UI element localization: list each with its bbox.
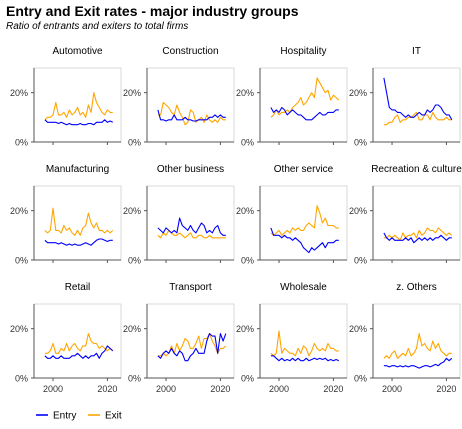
y-tick-label: 0% [15,138,28,148]
exit-line [383,333,452,359]
y-tick-label: 20% [236,324,254,334]
y-tick-label: 0% [128,374,141,384]
facet-title: Recreation & culture [371,164,462,175]
x-tick-label: 2000 [382,384,402,394]
exit-line [157,229,226,239]
x-tick-label: 2020 [436,384,456,394]
y-tick-label: 0% [354,374,367,384]
x-tick-label: 2020 [210,384,230,394]
chart-subtitle: Ratio of entrants and exiters to total f… [6,21,189,32]
entry-line [44,119,114,126]
panel-frame [146,303,235,379]
facet-title: z. Others [396,282,437,293]
y-tick-label: 0% [15,256,28,266]
y-tick-label: 20% [123,324,141,334]
panel-frame [146,67,235,143]
x-tick-label: 2000 [156,384,176,394]
entry-line [44,345,114,359]
exit-line [383,111,452,126]
facet-title: Wholesale [280,282,327,293]
y-tick-label: 20% [123,88,141,98]
x-tick-label: 2020 [323,384,343,394]
entry-line [270,106,339,121]
facet-title: Other business [157,164,224,175]
y-tick-label: 20% [349,88,367,98]
y-tick-label: 20% [349,206,367,216]
panel-frame [33,303,122,379]
panel-frame [259,185,348,261]
exit-line [44,207,114,236]
x-tick-label: 2020 [97,384,117,394]
y-tick-label: 0% [241,138,254,148]
y-tick-label: 0% [128,256,141,266]
exit-line [383,227,453,241]
entry-line [270,227,339,254]
legend-label: Exit [105,411,122,422]
x-tick-label: 2000 [269,384,289,394]
exit-line [270,205,339,236]
y-tick-label: 20% [10,324,28,334]
panel-frame [33,67,122,143]
facet-title: Automotive [52,46,102,57]
y-tick-label: 20% [236,88,254,98]
facet-title: Hospitality [280,46,326,57]
y-tick-label: 20% [10,206,28,216]
y-tick-label: 20% [123,206,141,216]
exit-line [270,77,340,118]
panel-frame [259,303,348,379]
y-tick-label: 0% [354,138,367,148]
chart-title: Entry and Exit rates - major industry gr… [6,3,299,19]
y-tick-label: 20% [236,206,254,216]
facet-title: Construction [162,46,218,57]
y-tick-label: 20% [349,324,367,334]
exit-line [157,101,226,126]
panel-frame [372,185,461,261]
exit-line [270,330,339,357]
entry-line [383,357,453,369]
y-tick-label: 0% [241,374,254,384]
entry-line [44,238,113,246]
facet-title: IT [412,46,421,57]
entry-line [157,333,227,362]
facet-title: Manufacturing [46,164,109,175]
y-tick-label: 20% [10,88,28,98]
entry-line [157,217,226,236]
facet-title: Transport [169,282,212,293]
y-tick-label: 0% [241,256,254,266]
facet-title: Retail [65,282,91,293]
exit-line [44,333,114,354]
entry-line [157,109,226,122]
panel-frame [146,185,235,261]
x-tick-label: 2000 [43,384,63,394]
exit-line [44,92,113,121]
y-tick-label: 0% [128,138,141,148]
panel-frame [372,67,461,143]
y-tick-label: 0% [15,374,28,384]
legend-label: Entry [53,411,76,422]
entry-line [383,77,453,121]
y-tick-label: 0% [354,256,367,266]
facet-title: Other service [274,164,334,175]
panel-frame [33,185,122,261]
entry-line [270,355,340,362]
entry-line [383,232,452,244]
